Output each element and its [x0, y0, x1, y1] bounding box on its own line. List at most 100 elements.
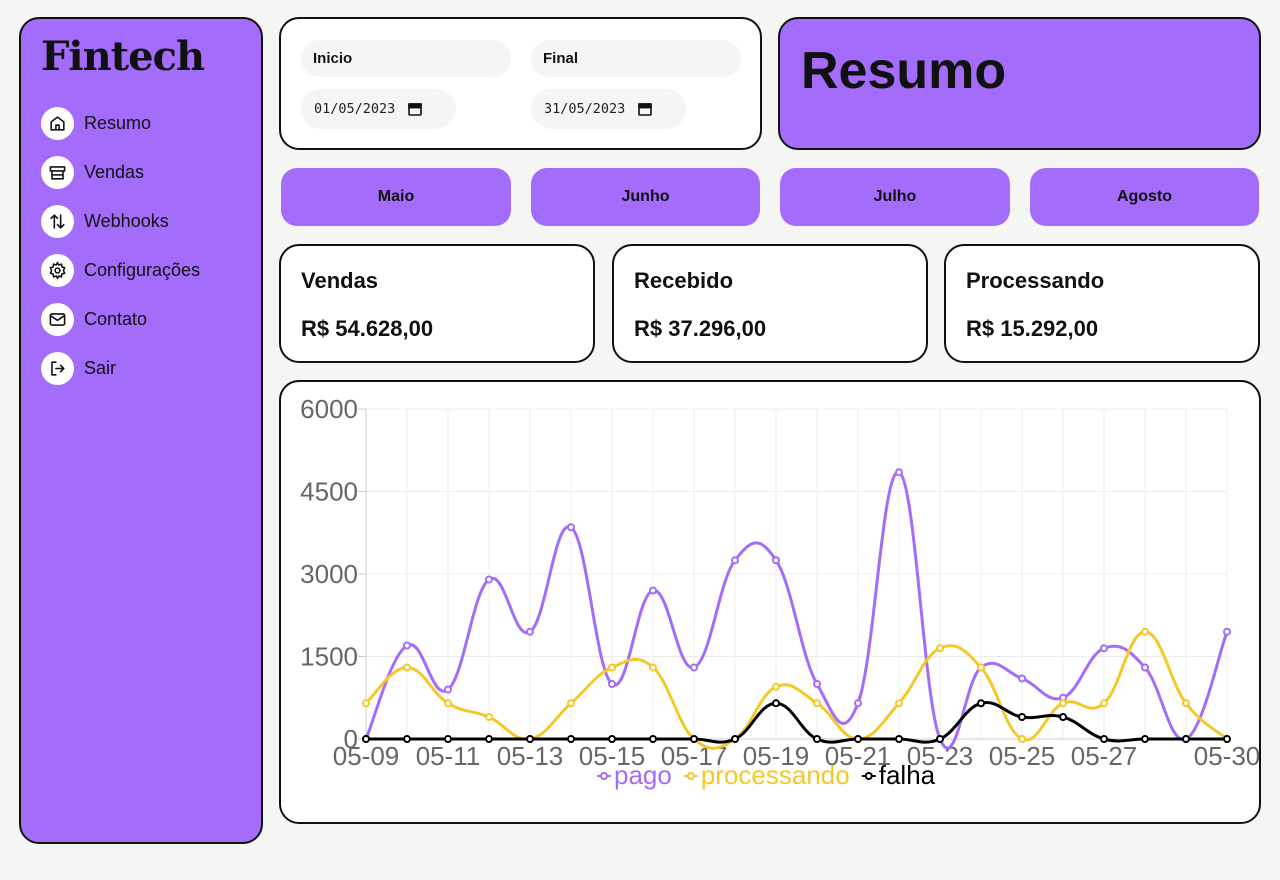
data-point-falha — [813, 735, 821, 743]
legend-label-falha: falha — [879, 760, 936, 790]
sidebar-item-resumo[interactable]: Resumo — [41, 107, 241, 140]
data-point-processando — [977, 663, 985, 672]
x-tick-label: 05-17 — [661, 741, 728, 771]
data-point-processando — [485, 713, 493, 721]
data-point-processando — [1182, 699, 1190, 708]
data-point-pago — [854, 699, 862, 708]
data-point-pago — [444, 685, 452, 694]
stat-value: R$ 37.296,00 — [634, 316, 767, 341]
data-point-falha — [854, 735, 862, 743]
sidebar-item-contato[interactable]: Contato — [41, 303, 241, 336]
sidebar-item-configuracoes[interactable]: Configurações — [41, 254, 241, 287]
data-point-falha — [1223, 735, 1231, 743]
data-point-processando — [813, 699, 821, 708]
data-point-processando — [1100, 699, 1108, 708]
sidebar-item-label: Configurações — [84, 260, 201, 280]
y-tick-label: 3000 — [300, 559, 358, 589]
x-tick-label: 05-19 — [743, 741, 810, 771]
data-point-processando — [649, 663, 657, 672]
sidebar-item-webhooks[interactable]: Webhooks — [41, 205, 241, 238]
stat-title: Vendas — [301, 268, 379, 293]
month-button-agosto[interactable]: Agosto — [1030, 168, 1259, 226]
x-tick-label: 05-09 — [333, 741, 400, 771]
month-button-julho[interactable]: Julho — [780, 168, 1010, 226]
stat-value: R$ 54.628,00 — [301, 316, 434, 341]
y-tick-label: 6000 — [300, 394, 358, 424]
sidebar-item-label: Vendas — [84, 162, 145, 182]
data-point-processando — [895, 699, 903, 708]
end-date-label: Final — [531, 40, 741, 77]
x-tick-label: 05-21 — [825, 741, 892, 771]
legend-marker-pago — [600, 772, 608, 780]
data-point-pago — [1100, 644, 1108, 653]
data-point-pago — [1223, 627, 1231, 636]
stat-title: Processando — [966, 268, 1105, 293]
data-point-falha — [444, 735, 452, 743]
data-point-pago — [649, 586, 657, 595]
end-date-group: Final 31/05/2023 — [531, 40, 741, 129]
series-line-falha — [366, 700, 1227, 744]
data-point-falha — [772, 699, 780, 708]
start-date-label: Inicio — [301, 40, 511, 77]
mail-icon — [41, 303, 74, 336]
data-point-falha — [649, 735, 657, 743]
data-point-falha — [731, 735, 739, 743]
month-button-junho[interactable]: Junho — [531, 168, 760, 226]
app-logo[interactable]: Fintech — [41, 33, 205, 80]
data-point-falha — [895, 735, 903, 743]
y-tick-label: 4500 — [300, 477, 358, 507]
arrows-up-down-icon — [41, 205, 74, 238]
legend-marker-processando — [686, 772, 695, 780]
data-point-falha — [1182, 735, 1190, 743]
data-point-processando — [444, 699, 452, 708]
page-title: Resumo — [801, 42, 1007, 100]
legend-marker-falha — [864, 772, 873, 780]
stat-card-recebido: Recebido R$ 37.296,00 — [612, 244, 928, 363]
data-point-pago — [608, 680, 616, 688]
data-point-pago — [1141, 663, 1149, 672]
y-tick-label: 1500 — [300, 642, 358, 672]
data-point-processando — [1141, 627, 1149, 636]
data-point-pago — [567, 523, 575, 532]
data-point-processando — [567, 699, 575, 708]
data-point-pago — [403, 641, 411, 650]
x-tick-label: 05-25 — [989, 741, 1056, 771]
stat-card-processando: Processando R$ 15.292,00 — [944, 244, 1260, 363]
data-point-falha — [403, 735, 411, 743]
sidebar-item-sair[interactable]: Sair — [41, 352, 241, 385]
sidebar-item-vendas[interactable]: Vendas — [41, 156, 241, 189]
data-point-processando — [403, 663, 411, 672]
data-point-pago — [526, 627, 534, 636]
sidebar-item-label: Sair — [84, 358, 117, 378]
x-tick-label: 05-13 — [497, 741, 564, 771]
data-point-falha — [567, 735, 575, 743]
data-point-pago — [690, 663, 698, 672]
sidebar-item-label: Resumo — [84, 113, 152, 133]
data-point-falha — [526, 735, 534, 743]
legend-label-processando: processando — [701, 760, 850, 790]
data-point-falha — [608, 735, 616, 743]
start-date-group: Inicio 01/05/2023 — [301, 40, 511, 129]
home-icon — [41, 107, 74, 140]
page-title-card: Resumo — [778, 17, 1261, 150]
data-point-falha — [1059, 713, 1067, 721]
data-point-pago — [1018, 674, 1026, 683]
data-point-falha — [1018, 713, 1026, 721]
start-date-input[interactable]: 01/05/2023 — [301, 89, 456, 129]
x-tick-label: 05-27 — [1071, 741, 1138, 771]
calendar-icon[interactable] — [407, 101, 423, 117]
month-button-maio[interactable]: Maio — [281, 168, 511, 226]
data-point-falha — [1141, 735, 1149, 743]
sales-chart-card: 0 1500 3000 4500 6000 05-09 05-11 05-13 05-15 05-… — [279, 380, 1261, 824]
data-point-pago — [731, 556, 739, 565]
gear-icon — [41, 254, 74, 287]
logout-icon — [41, 352, 74, 385]
data-point-falha — [362, 735, 370, 743]
date-filter-card: Inicio 01/05/2023 Final 31/05/2023 — [279, 17, 762, 150]
calendar-icon[interactable] — [637, 101, 653, 117]
legend-label-pago: pago — [614, 760, 672, 790]
sidebar: Fintech Resumo Vendas Webhooks Configura… — [19, 17, 263, 844]
sidebar-item-label: Contato — [84, 309, 148, 329]
end-date-input[interactable]: 31/05/2023 — [531, 89, 686, 129]
data-point-processando — [936, 644, 944, 653]
